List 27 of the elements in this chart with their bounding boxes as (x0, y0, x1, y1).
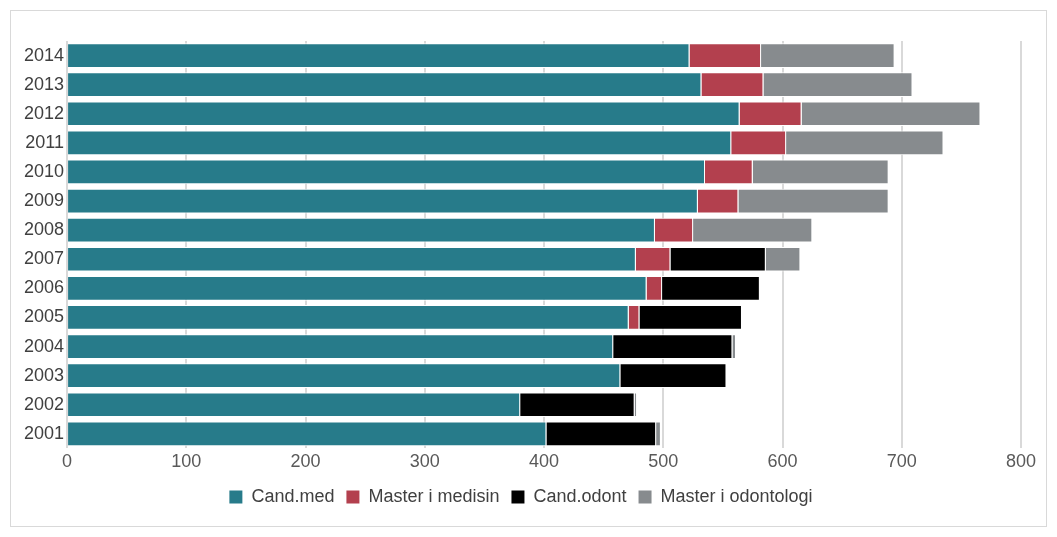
legend-label: Cand.odont (533, 485, 627, 506)
x-tick-label: 400 (529, 451, 560, 472)
x-tick-label: 700 (886, 451, 917, 472)
y-tick-label: 2002 (24, 393, 65, 414)
legend-label: Master i medisin (368, 485, 500, 506)
y-tick-label: 2001 (24, 422, 65, 443)
y-tick-label: 2004 (24, 335, 65, 356)
x-tick-label: 100 (171, 451, 202, 472)
y-tick-label: 2010 (24, 160, 65, 181)
y-tick-label: 2006 (24, 277, 65, 298)
x-tick-label: 600 (767, 451, 798, 472)
y-tick-label: 2009 (24, 190, 65, 211)
y-tick-label: 2008 (24, 219, 65, 240)
y-tick-label: 2014 (24, 44, 65, 65)
y-tick-label: 2003 (24, 364, 65, 385)
y-tick-label: 2013 (24, 73, 65, 94)
y-tick-label: 2012 (24, 102, 65, 123)
y-tick-label: 2011 (25, 131, 65, 152)
x-tick-label: 200 (290, 451, 321, 472)
x-tick-label: 0 (62, 451, 73, 472)
x-tick-label: 300 (409, 451, 440, 472)
legend-label: Master i odontologi (660, 485, 813, 506)
x-tick-label: 800 (1005, 451, 1037, 472)
x-tick-label: 500 (648, 451, 679, 472)
y-tick-label: 2005 (24, 306, 65, 327)
y-tick-label: 2007 (24, 248, 65, 269)
legend-label: Cand.med (251, 485, 335, 506)
